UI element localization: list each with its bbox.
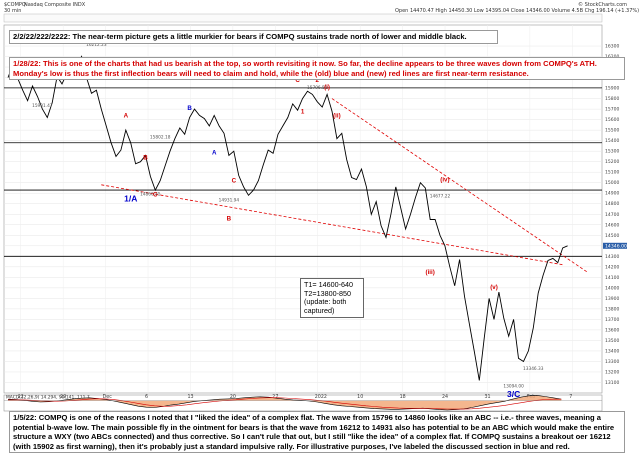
- price-tick-label: 14900: [605, 191, 619, 197]
- time-tick-label: 6: [145, 394, 148, 400]
- wave-label: C: [295, 77, 300, 84]
- price-tick-label: 15300: [605, 149, 619, 155]
- wave-label: B: [187, 105, 192, 112]
- price-annotation: 15802.18: [150, 135, 171, 141]
- price-tick-label: 15600: [605, 117, 619, 123]
- target-1: T1= 14600-640: [304, 280, 353, 289]
- price-tick-label: 14000: [605, 285, 619, 291]
- price-tick-label: 13800: [605, 306, 619, 312]
- price-tick-label: 13300: [605, 359, 619, 365]
- price-tick-label: 15400: [605, 138, 619, 144]
- macd-label: MACD(12,26,9) 14.294, 99.141, 111.7: [6, 395, 90, 401]
- price-tick-label: 14500: [605, 233, 619, 239]
- target-2: T2=13800-850: [304, 288, 351, 298]
- ohlc-label: Open 14470.47 High 14450.30 Low 14395.04…: [395, 8, 640, 14]
- price-tick-label: 13200: [605, 369, 619, 375]
- price-tick-label: 14100: [605, 275, 619, 281]
- price-panel-frame: [3, 24, 603, 394]
- price-series: [7, 55, 568, 381]
- price-line: [7, 55, 568, 381]
- wave-label: (iii): [426, 269, 435, 276]
- signal-line: [8, 397, 562, 410]
- wave-label: 2: [316, 77, 320, 84]
- price-tick-label: 14700: [605, 212, 619, 218]
- price-annotation: 14931.94: [219, 198, 240, 204]
- time-tick-label: 18: [400, 394, 406, 400]
- current-price-tag: [603, 242, 627, 249]
- wave-label: 1: [301, 108, 305, 115]
- time-tick-label: 10: [357, 394, 363, 400]
- price-annotation: 15901.47: [32, 103, 53, 109]
- price-annotation: 14677.22: [430, 193, 451, 199]
- price-tick-label: 15500: [605, 128, 619, 134]
- note-bottom: 1/5/22: COMPQ is one of the reasons I no…: [9, 411, 625, 454]
- price-annotations: 16212.23 15901.47 15802.18 14860.45 15796.55…: [32, 42, 544, 390]
- time-tick-label: 22: [18, 394, 24, 400]
- time-tick-label: 24: [442, 394, 448, 400]
- price-tick-label: 14200: [605, 264, 619, 270]
- price-tick-label: 13900: [605, 296, 619, 302]
- current-price-label: 14346.00: [605, 243, 627, 249]
- wave-label: A: [212, 149, 217, 156]
- wave-label: C: [153, 191, 158, 198]
- wave-label: 3/C: [507, 389, 520, 399]
- wave-label: (i): [324, 84, 330, 91]
- price-tick-label: 15200: [605, 159, 619, 165]
- price-tick-label: 15700: [605, 107, 619, 113]
- wave-label: (iv): [440, 177, 449, 184]
- time-tick-label: 7: [569, 394, 572, 400]
- price-annotation: 13346.33: [523, 366, 544, 372]
- time-tick-label: 20: [230, 394, 236, 400]
- wave-label: (ii): [333, 113, 341, 120]
- price-tick-label: 15800: [605, 96, 619, 102]
- rsi-strip: [3, 13, 603, 23]
- trendlines: [101, 98, 588, 273]
- price-tick-label: 13600: [605, 327, 619, 333]
- trendline: [101, 184, 563, 266]
- price-tick-label: 16300: [605, 44, 619, 50]
- note-top: 2/2/22/222/2222: The near-term picture g…: [9, 30, 498, 44]
- target-update-1: (update: both: [304, 297, 347, 307]
- price-tick-label: 13100: [605, 380, 619, 386]
- price-tick-label: 15000: [605, 180, 619, 186]
- wave-label: B: [143, 155, 148, 162]
- target-update-2: captured): [304, 305, 335, 315]
- price-tick-label: 14300: [605, 254, 619, 260]
- source-label: © StockCharts.com: [578, 2, 628, 8]
- macd-panel: MACD(12,26,9) 14.294, 99.141, 111.7: [4, 395, 602, 411]
- wave-label: 1/A: [124, 194, 137, 204]
- wave-label: A: [124, 113, 129, 120]
- price-tick-label: 13500: [605, 338, 619, 344]
- time-tick-label: 2022: [315, 394, 327, 400]
- horizontal-levels: [4, 87, 602, 257]
- time-tick-label: 27: [272, 394, 278, 400]
- price-annotation: 13094.00: [503, 384, 524, 390]
- time-tick-label: 31: [484, 394, 490, 400]
- price-annotation: 14860.45: [140, 191, 161, 197]
- symbol-label: $COMPQ: [4, 2, 26, 8]
- time-tick-label: 13: [187, 394, 193, 400]
- price-annotation: 15796.55: [307, 85, 328, 91]
- price-axis: 13100 13200 13300 13400 13500 13600 13700 13800…: [603, 44, 627, 386]
- wave-label: B: [227, 216, 232, 223]
- wave-label: C: [232, 178, 237, 185]
- time-tick-label: Dec: [103, 394, 113, 400]
- macd-area: [8, 395, 562, 410]
- targets-box: T1= 14600-640 T2=13800-850 (update: both…: [300, 278, 364, 319]
- subtitle-label: Nasdaq Composite INDX: [24, 2, 86, 8]
- price-tick-label: 13700: [605, 317, 619, 323]
- price-annotation: 16212.23: [86, 42, 107, 48]
- price-tick-label: 15100: [605, 170, 619, 176]
- time-tick-label: 29: [60, 394, 66, 400]
- note-mid: 1/28/22: This is one of the charts that …: [9, 57, 625, 81]
- price-tick-label: 14800: [605, 201, 619, 207]
- trendline: [331, 98, 588, 273]
- wave-label: (v): [490, 284, 498, 291]
- price-tick-label: 14600: [605, 222, 619, 228]
- interval-label: 30 min: [4, 8, 22, 14]
- price-tick-label: 13400: [605, 348, 619, 354]
- price-tick-label: 15900: [605, 86, 619, 92]
